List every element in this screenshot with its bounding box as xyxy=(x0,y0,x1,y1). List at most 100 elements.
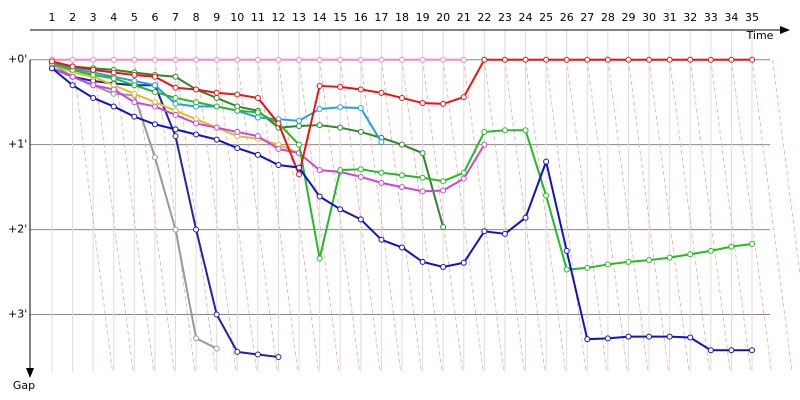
lap-diagonal xyxy=(607,59,649,373)
data-point xyxy=(460,175,467,182)
data-point xyxy=(337,104,344,111)
x-tick-label: 32 xyxy=(683,11,697,24)
data-point xyxy=(419,188,426,195)
data-point xyxy=(316,122,323,129)
data-point xyxy=(584,336,591,343)
data-point xyxy=(110,69,117,76)
x-tick-label: 4 xyxy=(110,11,117,24)
x-tick-label: 33 xyxy=(704,11,718,24)
data-point xyxy=(69,56,76,63)
x-tick-label: 15 xyxy=(333,11,347,24)
data-point xyxy=(399,244,405,251)
x-tick-label: 30 xyxy=(642,11,656,24)
data-point xyxy=(378,89,385,96)
data-point xyxy=(563,247,570,254)
data-point xyxy=(378,169,385,176)
data-point xyxy=(49,58,55,65)
lap-diagonal xyxy=(422,59,463,373)
data-point xyxy=(501,56,508,63)
x-tick-label: 18 xyxy=(395,11,409,24)
x-tick-label: 31 xyxy=(663,11,677,24)
x-tick-label: 29 xyxy=(621,11,635,24)
data-point xyxy=(543,158,550,165)
data-point xyxy=(193,56,200,63)
data-point xyxy=(316,255,323,262)
data-point xyxy=(687,251,694,258)
data-point xyxy=(460,56,467,63)
y-tick-label: +1' xyxy=(8,138,27,151)
data-point xyxy=(275,120,282,127)
data-point xyxy=(296,141,303,148)
data-point xyxy=(296,164,303,171)
data-point xyxy=(69,63,76,70)
x-tick-label: 35 xyxy=(745,11,759,24)
data-point xyxy=(131,82,138,89)
data-point xyxy=(275,56,282,63)
x-tick-label: 27 xyxy=(580,11,594,24)
lap-diagonal xyxy=(401,59,443,373)
data-point xyxy=(440,187,447,194)
data-point xyxy=(625,333,632,340)
data-point xyxy=(151,103,158,110)
x-tick-label: 19 xyxy=(416,11,430,24)
data-point xyxy=(172,73,179,80)
data-point xyxy=(213,103,220,110)
data-point xyxy=(151,73,158,80)
data-point xyxy=(172,94,179,101)
data-point xyxy=(666,56,673,63)
data-point xyxy=(151,56,158,63)
lap-diagonal xyxy=(751,59,793,373)
lap-diagonal xyxy=(628,59,669,373)
data-point xyxy=(357,86,364,93)
data-point xyxy=(110,56,117,63)
lap-diagonal xyxy=(566,59,608,373)
data-point xyxy=(234,107,241,114)
data-point xyxy=(213,136,220,143)
lap-diagonal xyxy=(772,59,800,277)
x-tick-label: 11 xyxy=(251,11,265,24)
data-point xyxy=(357,173,364,180)
data-point xyxy=(625,56,632,63)
lap-diagonal xyxy=(442,59,484,373)
x-tick-label: 2 xyxy=(69,11,76,24)
x-tick-label: 17 xyxy=(374,11,388,24)
x-tick-label: 21 xyxy=(457,11,471,24)
data-point xyxy=(131,72,138,79)
data-point xyxy=(316,193,323,200)
data-point xyxy=(707,56,714,63)
data-point xyxy=(440,100,447,107)
x-tick-label: 28 xyxy=(601,11,615,24)
lap-diagonal xyxy=(319,59,361,373)
data-point xyxy=(254,133,261,140)
data-point xyxy=(687,56,694,63)
data-point xyxy=(316,56,323,63)
data-point xyxy=(399,94,405,101)
data-point xyxy=(337,83,344,90)
lap-diagonal xyxy=(689,59,731,373)
data-point xyxy=(151,82,158,89)
lap-diagonal xyxy=(278,59,319,373)
x-tick-label: 9 xyxy=(213,11,220,24)
lap-diagonal xyxy=(133,59,175,373)
x-tick-label: 14 xyxy=(313,11,327,24)
x-tick-label: 22 xyxy=(477,11,491,24)
data-point xyxy=(151,154,158,161)
lap-diagonal xyxy=(731,59,772,373)
lap-diagonal xyxy=(216,59,258,373)
x-tick-label: 8 xyxy=(193,11,200,24)
data-point xyxy=(69,73,76,80)
data-point xyxy=(254,109,261,116)
lap-diagonal xyxy=(298,59,340,373)
data-point xyxy=(666,254,673,261)
x-tick-label: 3 xyxy=(90,11,97,24)
lap-diagonal xyxy=(669,59,711,373)
data-point xyxy=(193,226,200,233)
data-point xyxy=(316,105,323,112)
x-tick-label: 12 xyxy=(271,11,285,24)
data-point xyxy=(604,56,611,63)
data-point xyxy=(440,263,447,270)
data-point xyxy=(728,243,735,250)
data-point xyxy=(399,56,405,63)
data-point xyxy=(90,66,97,73)
data-point xyxy=(604,335,611,342)
